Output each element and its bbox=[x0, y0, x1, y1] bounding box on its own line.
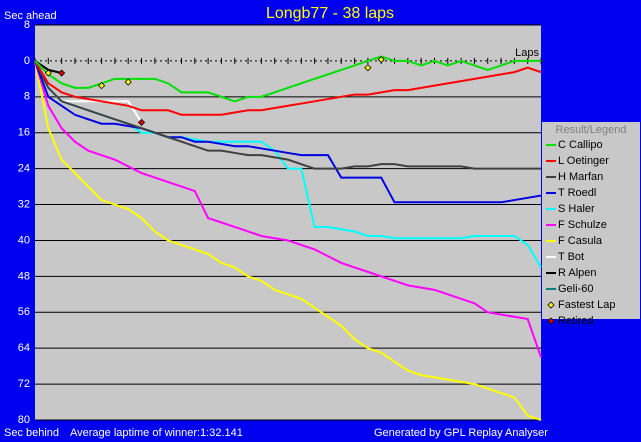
y-tick-label: 48 bbox=[18, 270, 30, 282]
legend-label: Fastest Lap bbox=[558, 299, 615, 311]
series-line bbox=[34, 60, 542, 421]
y-tick-label: 0 bbox=[24, 55, 30, 67]
x-axis-label: Laps bbox=[515, 47, 539, 59]
y-tick-label: 56 bbox=[18, 306, 30, 318]
legend-label: H Marfan bbox=[558, 171, 603, 183]
legend-label: S Haler bbox=[558, 203, 595, 215]
series-line bbox=[34, 60, 542, 116]
legend-label: Geli-60 bbox=[558, 283, 593, 295]
marker bbox=[377, 55, 385, 64]
legend-label: Retired bbox=[558, 315, 593, 327]
marker bbox=[58, 69, 66, 77]
marker bbox=[137, 118, 146, 126]
legend-label: T Roedl bbox=[558, 187, 596, 199]
legend-label: F Schulze bbox=[558, 219, 607, 231]
series-line bbox=[34, 55, 541, 103]
legend-label: R Alpen bbox=[558, 267, 597, 279]
legend-label: C Callipo bbox=[558, 139, 603, 151]
series-line bbox=[34, 60, 541, 170]
marker bbox=[44, 69, 52, 77]
legend-label: T Bot bbox=[558, 251, 584, 263]
series-line bbox=[34, 60, 542, 204]
series-line bbox=[34, 60, 542, 358]
legend-marker bbox=[547, 317, 555, 325]
y-tick-label: 64 bbox=[18, 342, 30, 354]
y-tick-label: 8 bbox=[24, 91, 30, 103]
y-tick-label: 16 bbox=[18, 127, 30, 139]
footer-right: Generated by GPL Replay Analyser bbox=[374, 427, 548, 439]
y-tick-label: 40 bbox=[18, 234, 30, 246]
legend-label: L Oetinger bbox=[558, 155, 609, 167]
marker bbox=[124, 78, 132, 86]
y-tick-label: 8 bbox=[24, 19, 30, 31]
legend-title: Result/Legend bbox=[556, 124, 627, 136]
y-tick-label: 80 bbox=[18, 414, 30, 426]
marker bbox=[98, 82, 106, 90]
y-label-top: Sec ahead bbox=[4, 10, 57, 22]
y-label-bottom: Sec behind bbox=[4, 427, 59, 439]
legend-label: F Casula bbox=[558, 235, 603, 247]
plot-area bbox=[35, 25, 541, 420]
y-tick-label: 72 bbox=[18, 378, 30, 390]
y-tick-label: 24 bbox=[18, 163, 30, 175]
legend-box bbox=[542, 122, 640, 319]
chart-title: Longb77 - 38 laps bbox=[266, 5, 394, 22]
legend-marker bbox=[547, 301, 555, 309]
footer-left: Average laptime of winner:1:32.141 bbox=[70, 427, 243, 439]
marker bbox=[364, 64, 372, 72]
y-tick-label: 32 bbox=[18, 198, 30, 210]
